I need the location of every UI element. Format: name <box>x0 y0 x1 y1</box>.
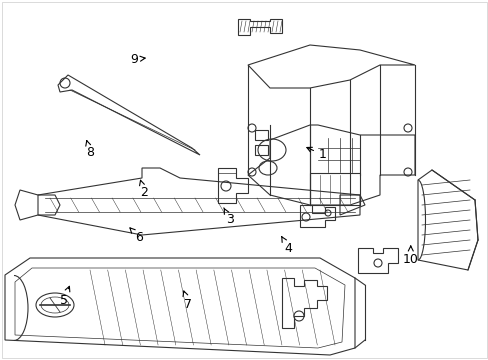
Text: 1: 1 <box>306 147 326 161</box>
Text: 4: 4 <box>281 237 292 255</box>
Text: 10: 10 <box>402 246 418 266</box>
Text: 5: 5 <box>60 286 70 307</box>
Text: 8: 8 <box>85 140 94 159</box>
Text: 6: 6 <box>130 228 143 244</box>
Text: 2: 2 <box>139 180 148 199</box>
Text: 3: 3 <box>224 208 233 226</box>
Text: 7: 7 <box>183 291 192 311</box>
Text: 9: 9 <box>130 53 145 66</box>
